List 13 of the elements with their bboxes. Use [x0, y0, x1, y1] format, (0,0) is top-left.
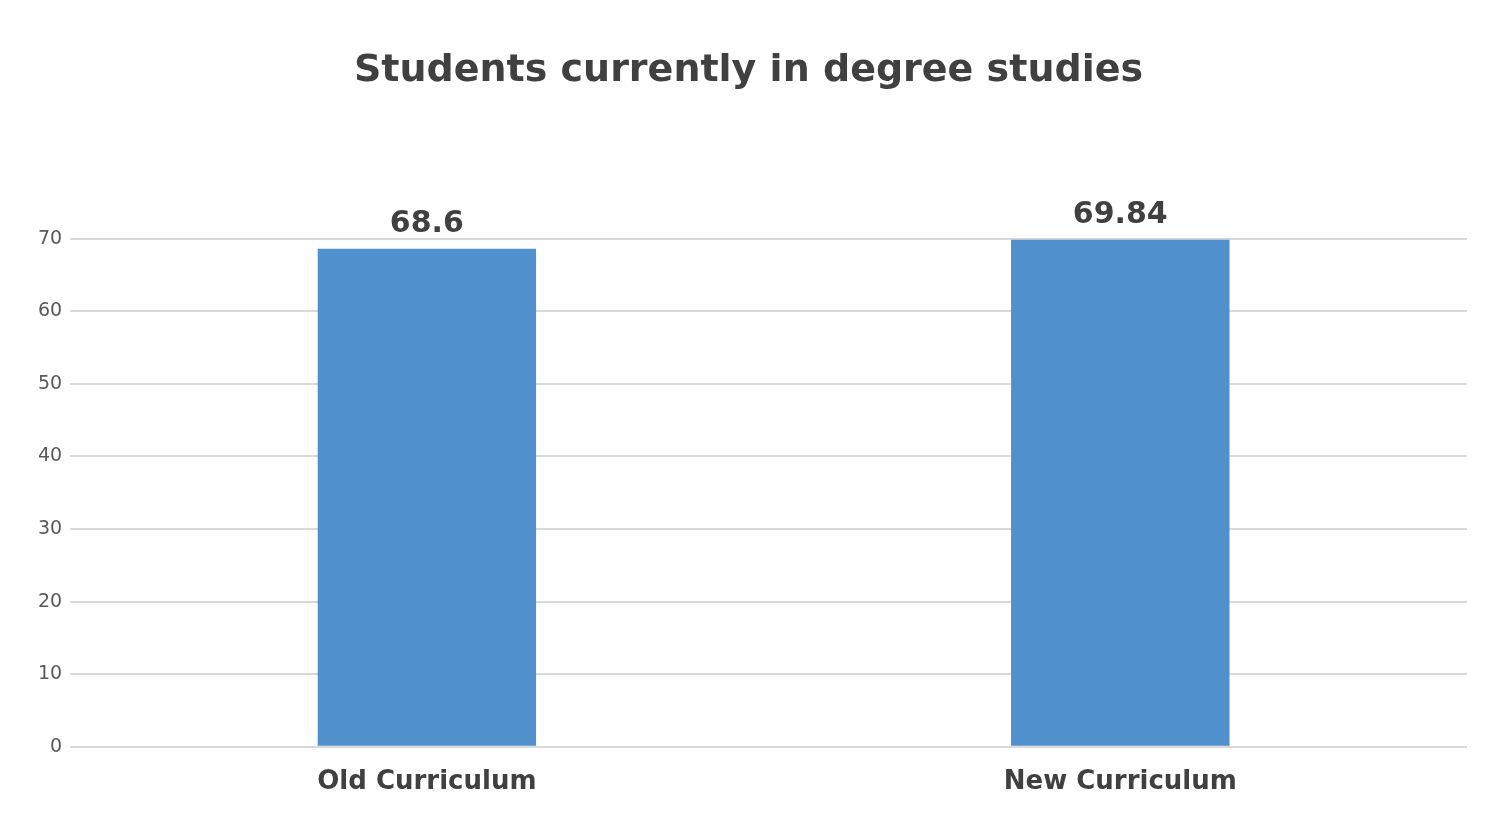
y-tick-label: 30 [37, 515, 63, 538]
x-tick-label: New Curriculum [1003, 765, 1237, 796]
y-tick-label: 70 [37, 225, 63, 248]
y-tick-label: 0 [50, 733, 63, 756]
data-label: 69.84 [1072, 194, 1168, 230]
data-label: 68.6 [389, 203, 464, 239]
x-tick-label: Old Curriculum [317, 765, 537, 796]
y-tick-label: 60 [37, 298, 63, 321]
y-tick-label: 20 [37, 588, 63, 611]
y-tick-label: 40 [37, 443, 63, 466]
y-tick-label: 10 [37, 661, 63, 684]
y-tick-label: 50 [37, 370, 63, 393]
chart-title: Students currently in degree studies [353, 45, 1144, 90]
